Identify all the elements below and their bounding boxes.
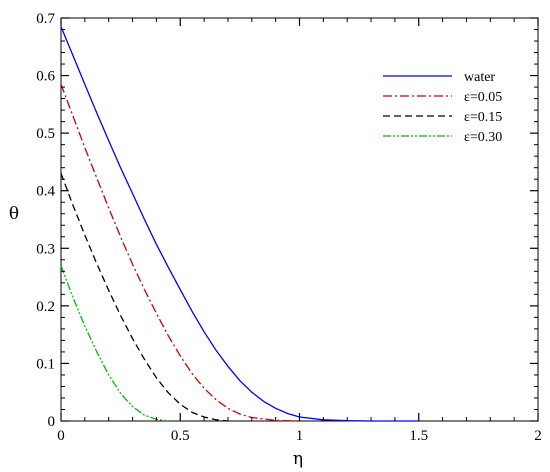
legend-label-3: ε=0.30: [464, 130, 502, 145]
x-tick-label: 0.5: [171, 428, 190, 444]
y-tick-label: 0.6: [36, 69, 55, 85]
x-tick-label: 0: [57, 428, 65, 444]
y-tick-label: 0.5: [36, 126, 55, 142]
series-line-3: [60, 265, 169, 422]
series-line-1: [60, 83, 300, 422]
x-axis-title: η: [293, 449, 303, 469]
x-tick-label: 2: [534, 428, 542, 444]
legend: water ε=0.05 ε=0.15 ε=0.30: [383, 70, 502, 145]
legend-label-2: ε=0.15: [464, 110, 502, 125]
y-tick-label: 0.1: [36, 356, 55, 372]
x-tick-label: 1: [296, 428, 304, 444]
y-axis-title: θ: [9, 204, 19, 224]
y-tick-label: 0.3: [36, 241, 55, 257]
y-tick-label: 0.2: [36, 299, 55, 315]
y-tick-label: 0: [48, 414, 56, 430]
legend-label-1: ε=0.05: [464, 90, 502, 105]
legend-label-0: water: [464, 70, 495, 85]
series-layer: [60, 26, 419, 422]
x-tick-label: 1.5: [409, 428, 428, 444]
ticks-layer: 0 0.5 1 1.5 2 0 0.1 0.2 0.3 0.4 0.5 0.6 0.7: [36, 11, 542, 444]
series-line-2: [60, 173, 228, 422]
y-tick-label: 0.7: [36, 11, 55, 27]
y-tick-label: 0.4: [36, 184, 55, 200]
